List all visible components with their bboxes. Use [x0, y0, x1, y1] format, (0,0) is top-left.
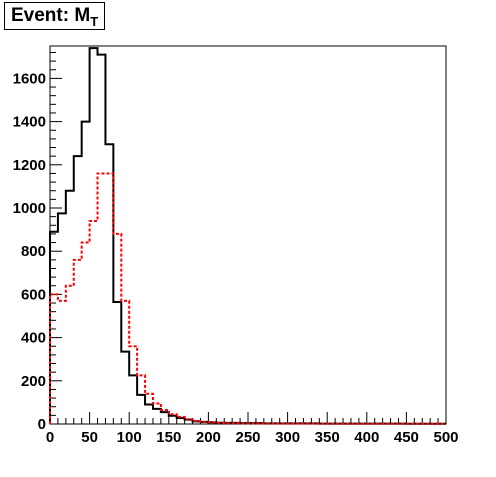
y-tick-label: 1400: [13, 114, 46, 131]
x-tick-label: 250: [235, 429, 260, 446]
plot-frame: [49, 45, 447, 425]
y-tick-label: 800: [21, 243, 46, 260]
x-tick-label: 200: [196, 429, 221, 446]
y-tick-label: 1600: [13, 70, 46, 87]
y-tick-label: 1000: [13, 200, 46, 217]
y-tick-label: 0: [38, 416, 46, 433]
x-tick-label: 50: [81, 429, 98, 446]
chart-title-text: Event: M: [11, 5, 91, 26]
chart-title-subscript: T: [90, 14, 99, 29]
y-tick-label: 600: [21, 286, 46, 303]
y-tick-label: 400: [21, 330, 46, 347]
x-tick-label: 300: [275, 429, 300, 446]
x-tick-label: 500: [433, 429, 458, 446]
histogram-series-dotted: [49, 172, 446, 425]
x-tick-label: 450: [394, 429, 419, 446]
y-tick-label: 200: [21, 373, 46, 390]
x-tick-label: 400: [354, 429, 379, 446]
x-tick-label: 0: [46, 429, 54, 446]
x-tick-label: 150: [156, 429, 181, 446]
histogram-series-solid: [49, 47, 446, 425]
y-tick-label: 1200: [13, 157, 46, 174]
chart-title: Event: MT: [4, 2, 106, 30]
x-tick-label: 350: [315, 429, 340, 446]
x-tick-label: 100: [117, 429, 142, 446]
